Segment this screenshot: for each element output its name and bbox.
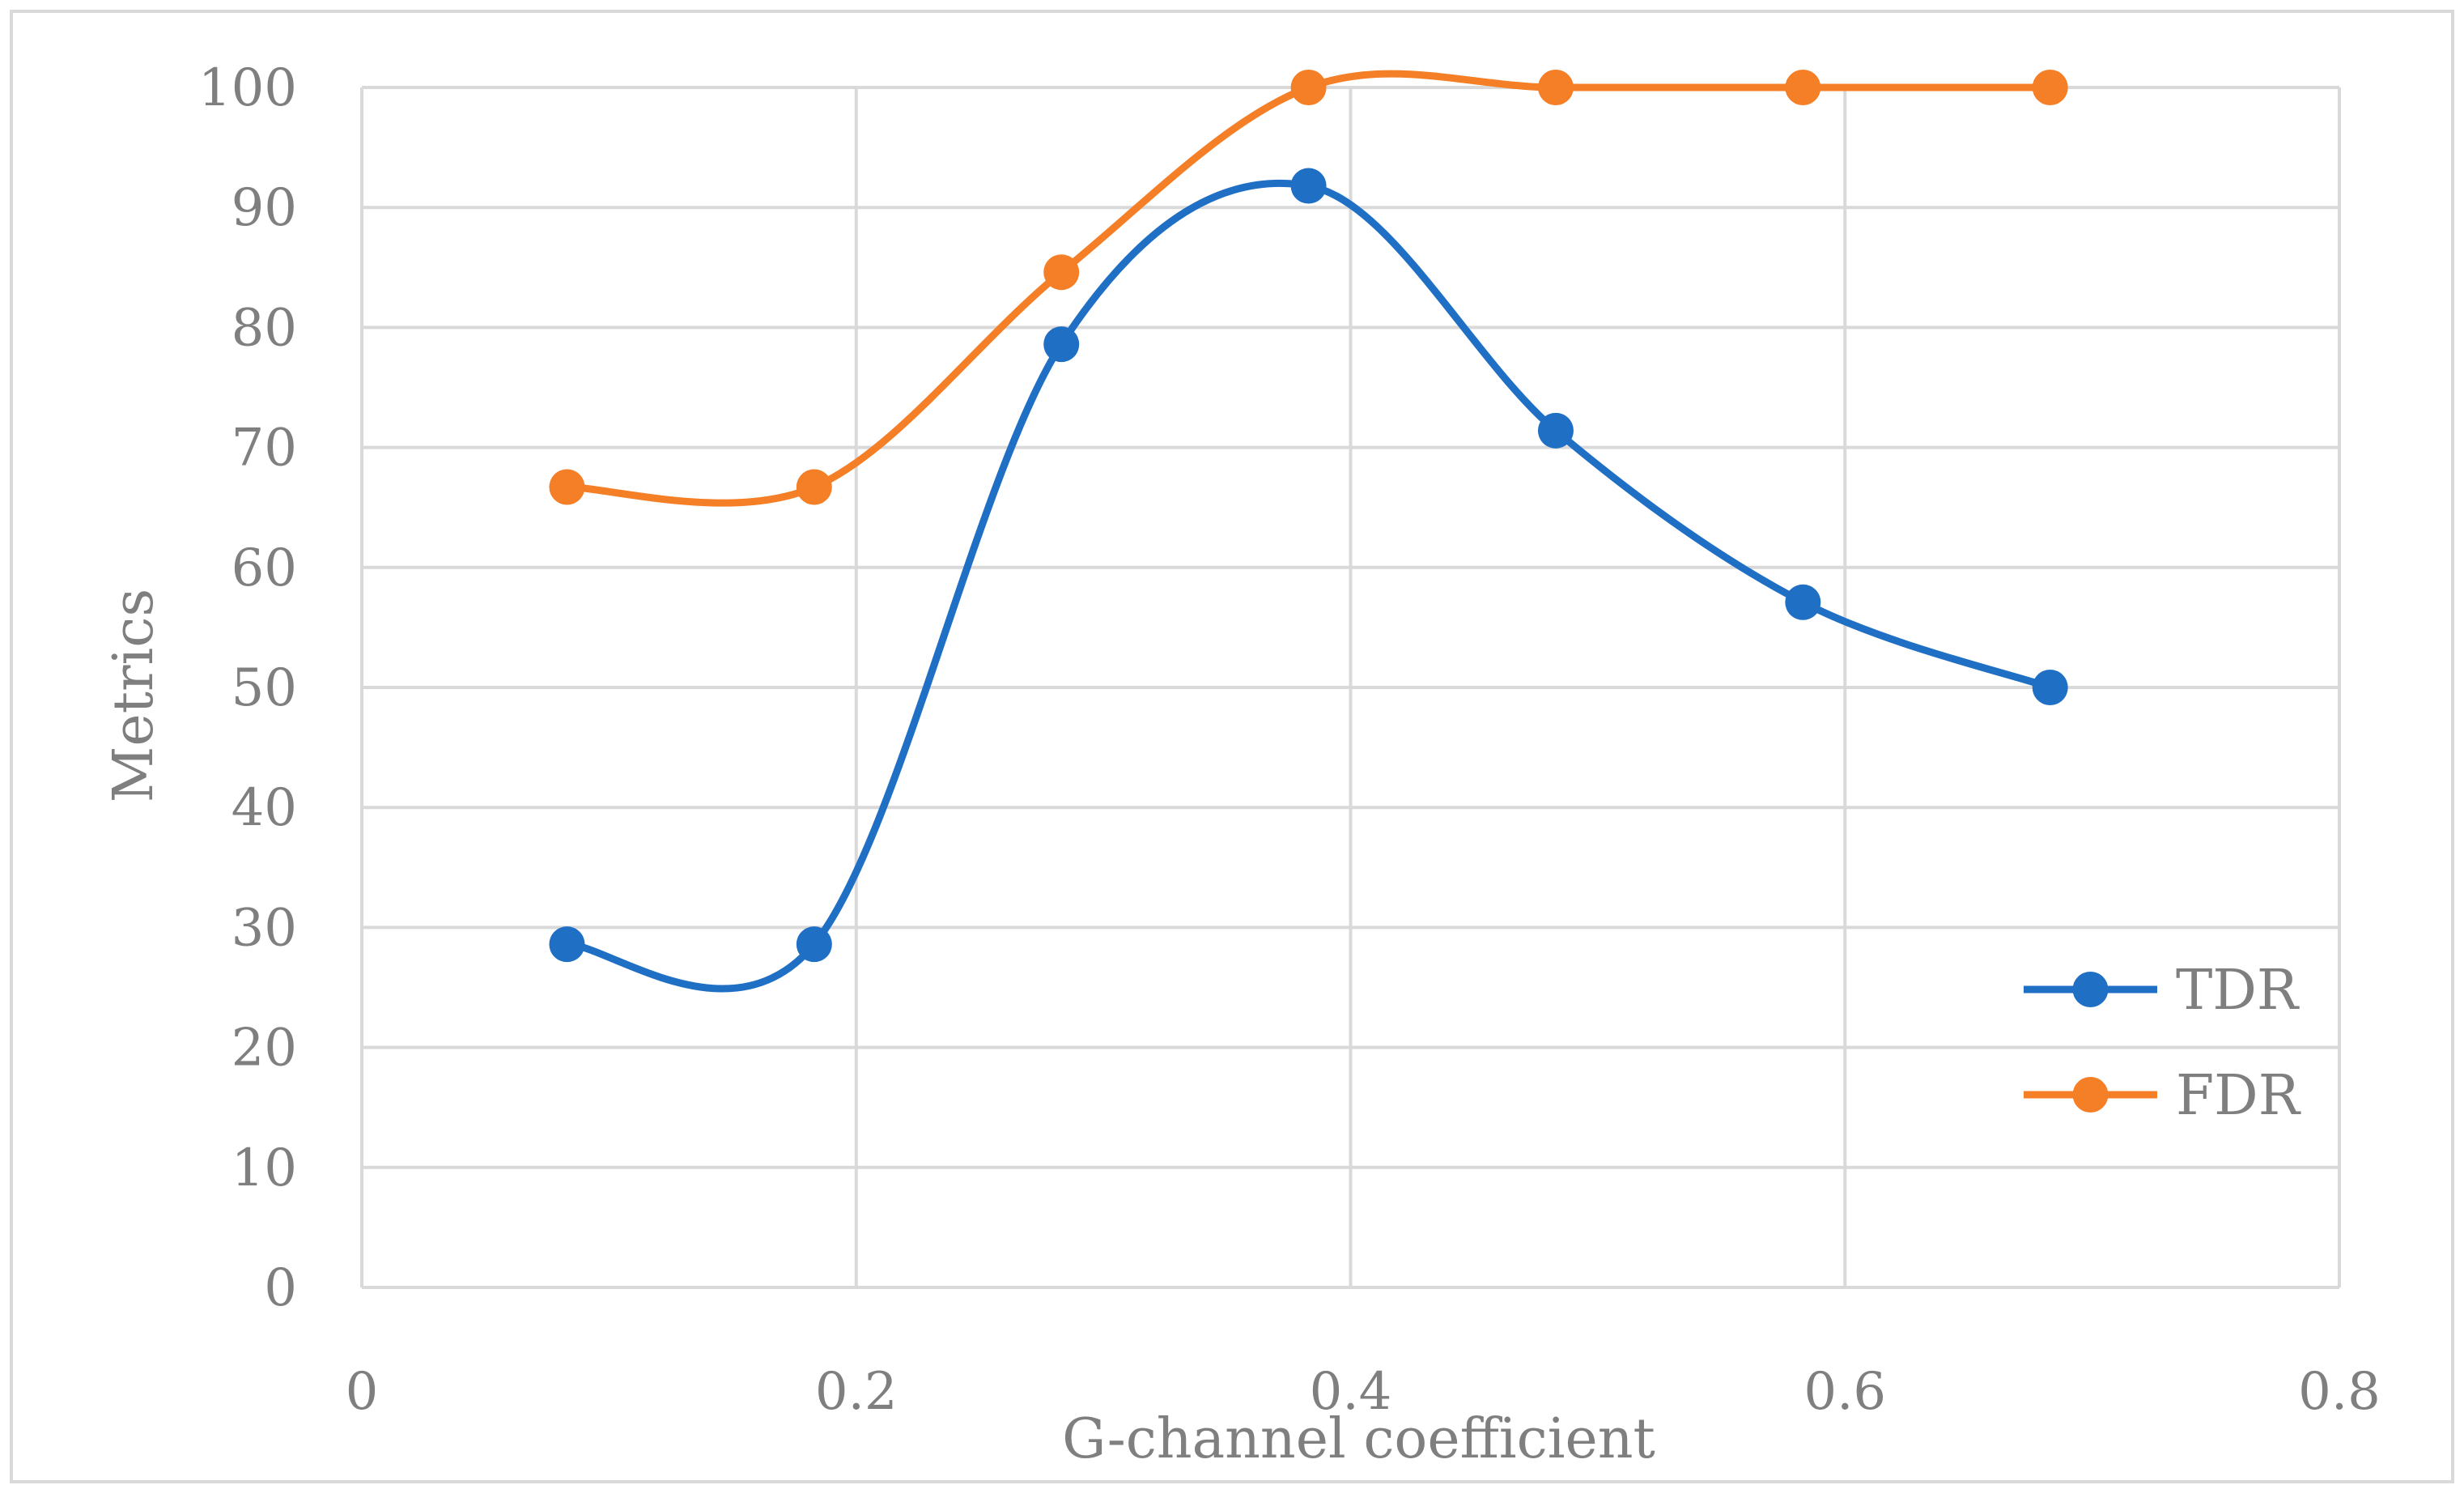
y-tick-label: 50 [232, 658, 297, 718]
data-point-fdr [2032, 70, 2068, 105]
y-tick-label: 0 [264, 1258, 297, 1318]
chart-border [10, 10, 2454, 1483]
x-tick-label: 0 [346, 1362, 379, 1422]
y-tick-label: 10 [232, 1138, 297, 1198]
y-tick-label: 90 [232, 178, 297, 238]
y-tick-label: 60 [232, 538, 297, 598]
series-layer [549, 70, 2068, 993]
legend-label-fdr: FDR [2176, 1064, 2301, 1128]
x-tick-label: 0.8 [2298, 1362, 2381, 1422]
data-point-tdr [549, 926, 585, 963]
gridlines [360, 86, 2341, 1287]
data-point-tdr [1537, 412, 1574, 449]
legend-label-tdr: TDR [2176, 959, 2300, 1023]
y-tick-label: 30 [232, 898, 297, 958]
x-tick-label: 0.6 [1803, 1362, 1886, 1422]
data-point-fdr [549, 469, 585, 505]
data-point-tdr [1290, 168, 1327, 204]
legend-marker-fdr [2072, 1077, 2109, 1113]
data-point-fdr [1785, 70, 1821, 105]
y-tick-label: 20 [232, 1019, 297, 1079]
x-axis-title: G-channel coefficient [1062, 1407, 1655, 1471]
data-point-fdr [1290, 70, 1327, 105]
y-tick-label: 80 [232, 298, 297, 358]
data-point-tdr [1043, 326, 1080, 363]
data-point-fdr [796, 469, 832, 505]
data-point-fdr [1043, 254, 1080, 291]
data-point-tdr [796, 926, 832, 963]
y-tick-label: 70 [232, 419, 297, 479]
x-tick-label: 0.2 [815, 1362, 898, 1422]
data-point-tdr [2032, 670, 2068, 705]
legend: TDR FDR [2024, 959, 2301, 1128]
x-tick-label: 0.4 [1310, 1362, 1392, 1422]
y-axis-title: Metrics [102, 589, 166, 802]
data-point-fdr [1537, 70, 1574, 105]
tick-labels: 0 10 20 30 40 50 60 70 80 90 100 0 0.2 0.4 0.6 0.8 [198, 58, 2381, 1422]
data-point-tdr [1785, 584, 1821, 620]
y-tick-label: 40 [232, 778, 297, 838]
y-tick-label: 100 [198, 58, 297, 118]
legend-marker-tdr [2072, 972, 2109, 1007]
